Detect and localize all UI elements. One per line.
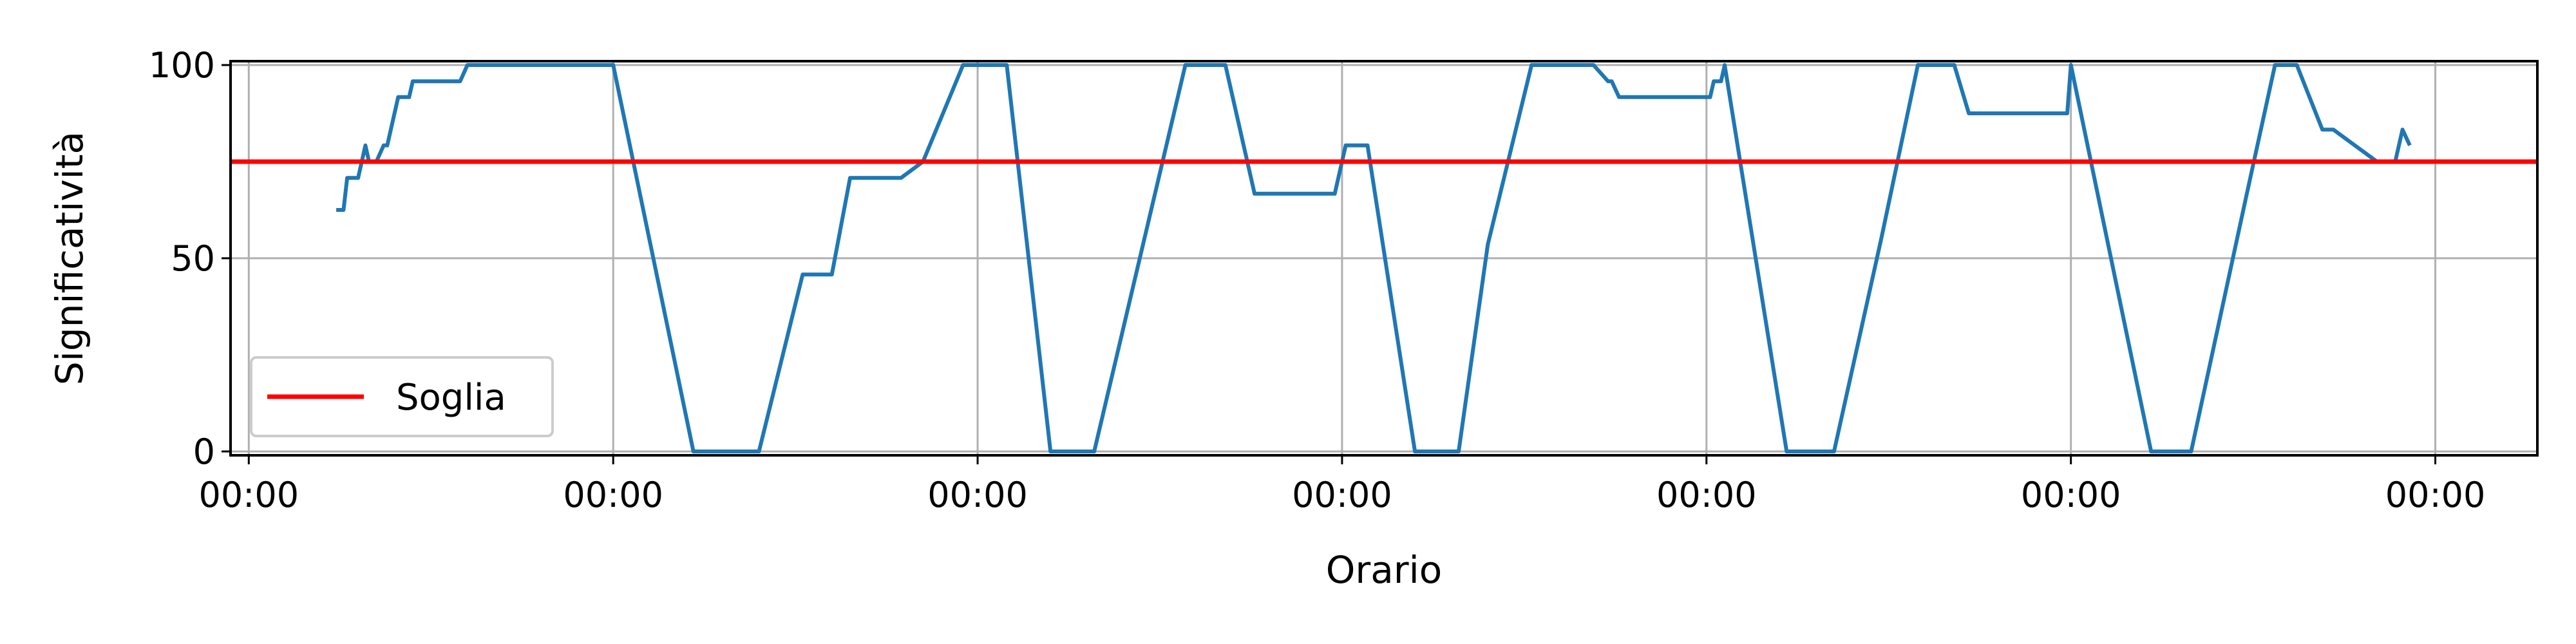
- y-tick-label: 50: [171, 238, 215, 279]
- y-tick-label: 0: [193, 431, 215, 472]
- x-tick-label: 00:00: [2021, 475, 2121, 515]
- x-tick-label: 00:00: [1656, 475, 1757, 515]
- legend: Soglia: [250, 356, 554, 437]
- series-line-significance: [336, 63, 2412, 453]
- series-layer: [231, 63, 2537, 453]
- x-axis-label: Orario: [1326, 548, 1443, 592]
- x-tick-label: 00:00: [198, 475, 299, 515]
- y-axis-ticks: 0 50 100: [149, 45, 231, 472]
- x-axis-ticks: 00:00 00:00 00:00 00:00 00:00 00:00 00:00: [198, 455, 2485, 515]
- x-tick-label: 00:00: [563, 475, 663, 515]
- y-axis-label: Significatività: [48, 131, 91, 385]
- x-tick-label: 00:00: [1292, 475, 1392, 515]
- legend-label-soglia: Soglia: [396, 377, 506, 419]
- y-tick-label: 100: [149, 45, 215, 86]
- legend-box: [250, 356, 554, 437]
- x-tick-label: 00:00: [2385, 475, 2486, 515]
- x-tick-label: 00:00: [927, 475, 1028, 515]
